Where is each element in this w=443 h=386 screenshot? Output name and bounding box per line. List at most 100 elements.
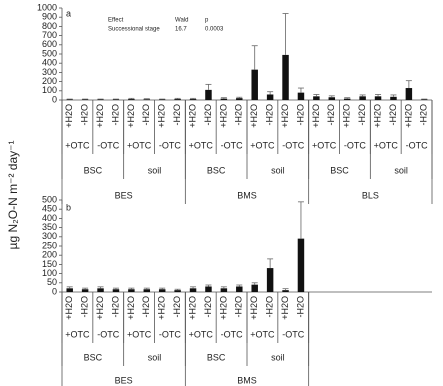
- y-tick-label: 100: [42, 85, 57, 95]
- y-tick-label: 900: [42, 12, 57, 22]
- bar: [220, 288, 228, 292]
- group-label: soil: [271, 165, 285, 175]
- x-tick-label: -H2O: [141, 296, 151, 318]
- group-label: -OTC: [159, 140, 181, 150]
- bar: [205, 286, 212, 292]
- group-label: -OTC: [221, 329, 243, 339]
- group-label: +OTC: [65, 140, 90, 150]
- group-label: -OTC: [344, 140, 366, 150]
- bar: [128, 289, 135, 292]
- annotation: Successional stage: [108, 27, 160, 33]
- bar: [143, 99, 151, 100]
- group-label: +OTC: [189, 329, 214, 339]
- bar: [128, 99, 135, 100]
- group-label: BSC: [207, 165, 226, 175]
- y-tick-label: 0: [52, 286, 57, 296]
- x-tick-label: +H2O: [311, 104, 321, 128]
- group-label: BSC: [84, 165, 103, 175]
- x-tick-label: -H2O: [80, 104, 90, 126]
- y-tick-label: 150: [42, 259, 57, 269]
- y-tick-label: 400: [42, 213, 57, 223]
- x-tick-label: -H2O: [295, 104, 305, 126]
- x-tick-label: -H2O: [295, 296, 305, 318]
- x-tick-label: +H2O: [280, 296, 290, 320]
- y-tick-label: 200: [42, 76, 57, 86]
- group-label: BMS: [237, 375, 257, 385]
- x-tick-label: -H2O: [203, 296, 213, 318]
- bar: [374, 96, 382, 100]
- group-label: -OTC: [282, 140, 304, 150]
- x-tick-label: -H2O: [234, 104, 244, 126]
- group-label: BES: [115, 375, 133, 385]
- bar: [174, 99, 181, 100]
- group-label: soil: [271, 352, 285, 362]
- bar: [220, 98, 228, 100]
- bar: [313, 96, 320, 100]
- y-tick-label: 500: [42, 48, 57, 58]
- x-tick-label: +H2O: [64, 104, 74, 128]
- x-tick-label: -H2O: [110, 296, 120, 318]
- bar: [390, 96, 397, 100]
- x-tick-label: +H2O: [95, 296, 105, 320]
- group-label: soil: [148, 165, 162, 175]
- bar: [282, 54, 289, 100]
- group-label: +OTC: [250, 329, 275, 339]
- x-tick-label: -H2O: [80, 296, 90, 318]
- bar: [143, 289, 151, 292]
- group-label: BES: [115, 190, 133, 200]
- y-tick-label: 300: [42, 67, 57, 77]
- bar: [189, 288, 197, 292]
- group-label: +OTC: [127, 329, 152, 339]
- x-tick-label: +H2O: [126, 296, 136, 320]
- x-tick-label: -H2O: [172, 296, 182, 318]
- group-label: BLS: [362, 190, 379, 200]
- annotation: Wald: [175, 18, 188, 24]
- bar: [297, 238, 305, 292]
- panel-label: b: [66, 202, 71, 212]
- x-tick-label: +H2O: [187, 296, 197, 320]
- bar: [81, 289, 89, 292]
- group-label: -OTC: [221, 140, 243, 150]
- group-label: BSC: [330, 165, 349, 175]
- group-label: +OTC: [374, 140, 399, 150]
- group-label: -OTC: [159, 329, 181, 339]
- bar: [343, 98, 351, 100]
- x-tick-label: +H2O: [372, 104, 382, 128]
- bar: [266, 268, 274, 292]
- bar: [359, 96, 366, 100]
- group-label: +OTC: [250, 140, 275, 150]
- bar: [236, 286, 243, 292]
- y-tick-label: 250: [42, 240, 57, 250]
- x-tick-label: +H2O: [64, 296, 74, 320]
- bar: [266, 94, 274, 100]
- x-tick-label: +H2O: [403, 104, 413, 128]
- x-tick-label: -H2O: [110, 104, 120, 126]
- y-tick-label: 800: [42, 21, 57, 31]
- annotation: 16.7: [175, 27, 187, 33]
- x-tick-label: -H2O: [326, 104, 336, 126]
- y-tick-label: 1000: [37, 2, 57, 12]
- y-tick-label: 600: [42, 39, 57, 49]
- bar: [205, 89, 212, 100]
- bar: [251, 69, 258, 100]
- y-axis-label: µg N₂O-N m⁻² day⁻¹: [6, 141, 20, 250]
- group-label: BMS: [237, 190, 257, 200]
- bar: [297, 92, 305, 100]
- x-tick-label: -H2O: [141, 104, 151, 126]
- group-label: soil: [394, 165, 408, 175]
- x-tick-label: +H2O: [157, 104, 167, 128]
- bar: [328, 97, 336, 100]
- group-label: BSC: [84, 352, 103, 362]
- bar: [251, 284, 258, 292]
- panel-label: a: [66, 8, 71, 18]
- group-label: -OTC: [282, 329, 304, 339]
- group-label: -OTC: [97, 140, 119, 150]
- group-label: soil: [148, 352, 162, 362]
- x-tick-label: +H2O: [249, 296, 259, 320]
- x-tick-label: -H2O: [203, 104, 213, 126]
- annotation: Effect: [108, 18, 124, 24]
- y-tick-label: 350: [42, 222, 57, 232]
- bar: [112, 289, 120, 292]
- y-tick-label: 400: [42, 58, 57, 68]
- annotation: p: [205, 18, 209, 24]
